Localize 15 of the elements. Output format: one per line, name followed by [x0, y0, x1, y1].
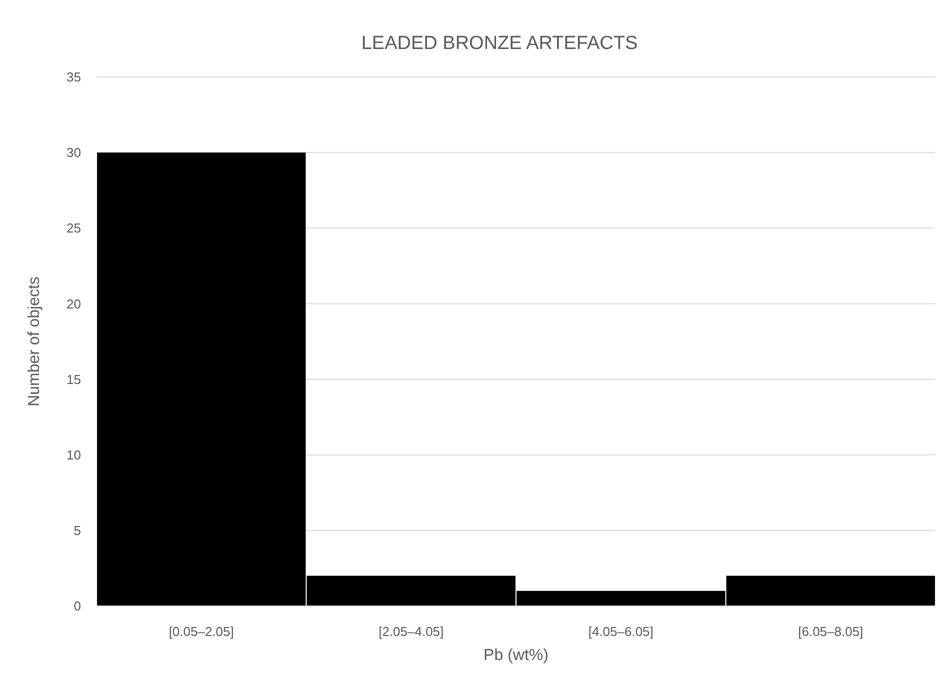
y-tick-label: 20 [66, 296, 81, 312]
y-tick-label: 25 [66, 220, 81, 236]
chart-title: LEADED BRONZE ARTEFACTS [361, 33, 638, 54]
x-axis-title: Pb (wt%) [484, 647, 548, 664]
x-tick-label: [2.05–4.05] [378, 624, 444, 639]
x-tick-label: [0.05–2.05] [168, 624, 234, 639]
y-tick-label: 5 [74, 522, 81, 538]
y-tick-label: 10 [66, 447, 81, 462]
y-tick-label: 0 [74, 598, 81, 614]
y-tick-label: 35 [66, 70, 81, 85]
x-tick-label: [6.05–8.05] [798, 624, 864, 639]
y-tick-label: 15 [66, 372, 81, 387]
y-tick-label: 30 [66, 145, 81, 160]
y-axis-title: Number of objects [26, 276, 43, 406]
x-tick-label: [4.05–6.05] [588, 624, 654, 639]
